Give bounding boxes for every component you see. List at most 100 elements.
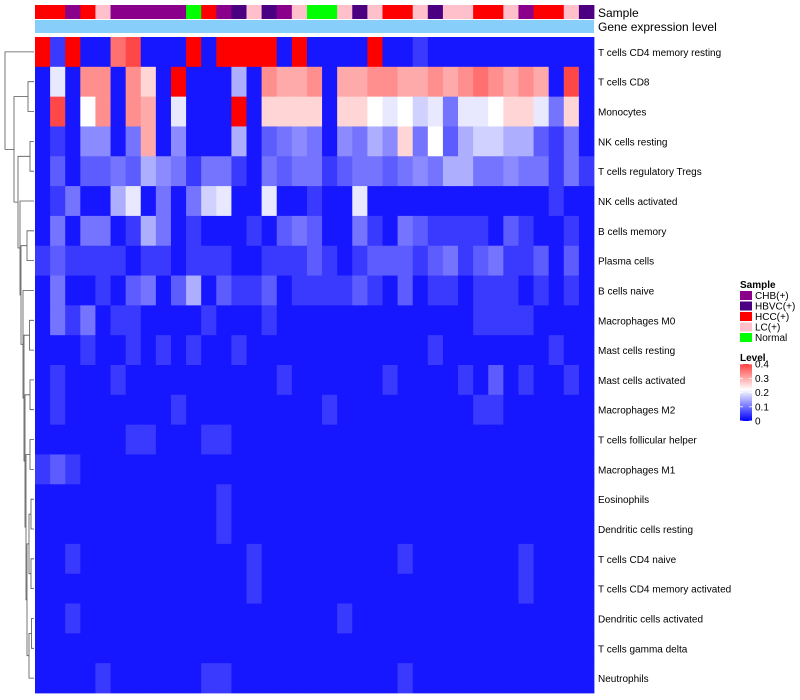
dendrogram-branch (26, 230, 34, 261)
heatmap-cell (518, 335, 534, 366)
heatmap-cell (35, 126, 51, 157)
sample-annotation-cell (231, 5, 247, 19)
heatmap-cell (125, 126, 142, 157)
heatmap-cell (427, 394, 444, 426)
heatmap-cell (170, 305, 187, 336)
heatmap-cell (125, 305, 142, 336)
heatmap-cell (397, 305, 414, 336)
heatmap-cell (155, 37, 172, 68)
heatmap-cell (276, 394, 293, 426)
sample-annotation-cell (50, 5, 66, 19)
heatmap-cell (125, 215, 142, 247)
heatmap-cell (155, 663, 172, 694)
heatmap-cell (382, 305, 398, 336)
heatmap-cell (473, 215, 489, 247)
heatmap-cell (458, 394, 474, 426)
heatmap-cell (503, 215, 519, 247)
row-label: NK cells resting (598, 137, 667, 148)
heatmap-cell (427, 663, 444, 694)
heatmap-cell (140, 275, 157, 306)
heatmap-cell (246, 275, 263, 306)
heatmap-cell (442, 573, 459, 604)
heatmap-cell (125, 66, 142, 98)
heatmap-cell (548, 365, 565, 396)
heatmap-cell (382, 335, 398, 366)
heatmap-cell (65, 365, 81, 396)
heatmap-cell (291, 573, 308, 604)
heatmap-cell (95, 156, 111, 187)
heatmap-cell (261, 245, 278, 276)
heatmap-cell (578, 573, 595, 604)
heatmap-cell (578, 156, 595, 187)
heatmap-cell (578, 126, 595, 157)
heatmap-cell (503, 275, 519, 306)
sample-legend-label: Normal (755, 333, 787, 344)
heatmap-cell (306, 305, 323, 336)
heatmap-cell (503, 573, 519, 604)
heatmap-cell (95, 96, 111, 127)
heatmap-cell (95, 603, 111, 634)
heatmap-cell (503, 96, 519, 127)
heatmap-cell (110, 365, 127, 396)
heatmap-cell (65, 633, 81, 664)
dendrogram-branch (4, 51, 34, 150)
heatmap-cell (201, 484, 217, 515)
heatmap-cell (337, 335, 353, 366)
heatmap-cell (261, 96, 278, 127)
heatmap-cell (80, 543, 96, 575)
heatmap-cell (231, 424, 247, 455)
heatmap-cell (155, 275, 172, 306)
heatmap-cell (352, 424, 368, 455)
heatmap-cell (473, 275, 489, 306)
heatmap-cell (216, 543, 232, 575)
heatmap-cell (170, 275, 187, 306)
row-dendrogram (4, 51, 34, 679)
heatmap-cell (337, 484, 353, 515)
heatmap-cell (95, 514, 111, 545)
heatmap-cell (458, 37, 474, 68)
heatmap-cell (65, 663, 81, 694)
heatmap-cell (125, 424, 142, 455)
heatmap-cell (276, 514, 293, 545)
heatmap-cell (533, 126, 550, 157)
heatmap-cell (382, 245, 398, 276)
heatmap-cell (367, 573, 383, 604)
heatmap-cell (442, 305, 459, 336)
heatmap-cell (95, 633, 111, 664)
heatmap-cell (186, 156, 202, 187)
sample-track-label: Sample (598, 6, 639, 20)
heatmap-cell (110, 215, 127, 247)
heatmap-cell (216, 633, 232, 664)
heatmap-cell (578, 514, 595, 545)
heatmap-cell (337, 245, 353, 276)
heatmap-cell (125, 603, 142, 634)
heatmap-cell (110, 335, 127, 366)
row-label: Mast cells resting (598, 346, 675, 357)
heatmap-cell (125, 484, 142, 515)
heatmap-cell (442, 603, 459, 634)
heatmap-cell (140, 156, 157, 187)
heatmap-cell (367, 156, 383, 187)
heatmap-cell (322, 215, 338, 247)
heatmap-cell (231, 215, 247, 247)
dendrogram-branch (22, 290, 34, 399)
heatmap-cell (80, 603, 96, 634)
row-labels: T cells CD4 memory resting T cells CD8 Mon… (598, 48, 731, 685)
heatmap-cell (337, 305, 353, 336)
heatmap-cell (35, 663, 51, 694)
heatmap-cell (50, 96, 66, 127)
heatmap-cell (291, 186, 308, 217)
heatmap-cell (50, 573, 66, 604)
heatmap-cell (442, 543, 459, 575)
heatmap-cell (367, 424, 383, 455)
heatmap-cell (503, 424, 519, 455)
heatmap-cell (35, 96, 51, 127)
heatmap-cell (397, 663, 414, 694)
heatmap-cell (125, 454, 142, 485)
heatmap-cell (186, 394, 202, 426)
heatmap-cell (488, 66, 504, 98)
heatmap-cell (95, 335, 111, 366)
heatmap-cell (337, 126, 353, 157)
heatmap-cell (276, 215, 293, 247)
heatmap-cell (412, 663, 429, 694)
